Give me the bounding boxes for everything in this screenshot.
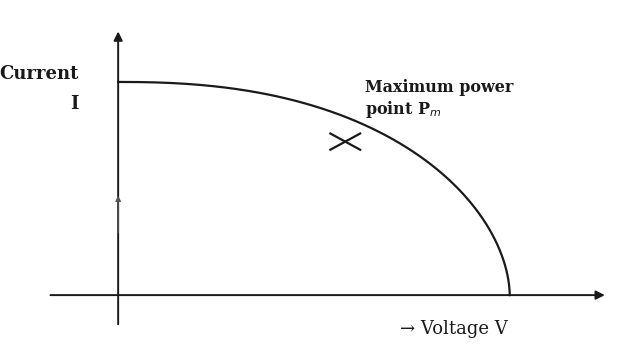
Text: Current: Current (0, 65, 79, 83)
Text: → Voltage V: → Voltage V (400, 320, 508, 338)
Text: I: I (70, 95, 79, 113)
Text: Maximum power
point P$_m$: Maximum power point P$_m$ (365, 79, 513, 120)
